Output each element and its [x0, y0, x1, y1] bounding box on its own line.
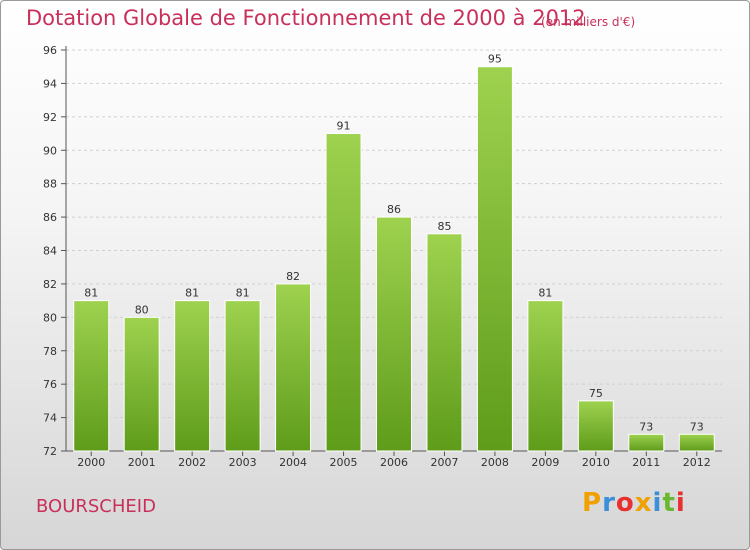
logo-letter: x: [634, 488, 653, 518]
y-tick-label: 92: [43, 111, 57, 124]
bar-2002: [174, 300, 211, 452]
logo-letter: P: [582, 488, 603, 518]
bar-2008: [476, 66, 513, 452]
proxiti-logo: Proxiti: [582, 488, 686, 518]
bar-2012: [678, 433, 715, 452]
x-tick-label: 2002: [178, 456, 206, 469]
labels: 81 80 81 81 82 91 86 85 95 81 75 73 73: [84, 53, 704, 434]
bar-2005: [325, 133, 362, 452]
bar-2009: [527, 300, 564, 452]
bar-2007: [426, 233, 463, 452]
bar-2010: [577, 400, 614, 452]
y-tick-label: 96: [43, 44, 57, 57]
y-tick-label: 78: [43, 345, 57, 358]
x-tick-label: 2004: [279, 456, 307, 469]
x-tick-label: 2006: [380, 456, 408, 469]
x-tick-label: 2010: [582, 456, 610, 469]
data-label: 82: [286, 270, 300, 283]
y-tick-label: 80: [43, 311, 57, 324]
axes: 72 74 76 78 80 82 84 86 88 90 92 94 96 2000 2001 2002 20…: [43, 44, 722, 469]
bars: [73, 66, 715, 452]
bar-2003: [224, 300, 261, 452]
y-tick-label: 90: [43, 144, 57, 157]
logo-letter: i: [652, 488, 663, 518]
place-name: BOURSCHEID: [36, 496, 156, 517]
data-label: 81: [236, 287, 250, 300]
data-label: 86: [387, 203, 401, 216]
data-label: 91: [337, 120, 351, 133]
x-tick-label: 2005: [330, 456, 358, 469]
data-label: 81: [185, 287, 199, 300]
logo-letter: r: [602, 488, 616, 518]
y-tick-label: 88: [43, 178, 57, 191]
logo-letter: o: [615, 488, 635, 518]
y-tick-label: 84: [43, 245, 57, 258]
data-label: 80: [135, 303, 149, 316]
x-tick-label: 2003: [229, 456, 257, 469]
x-tick-label: 2011: [632, 456, 660, 469]
x-tick-label: 2001: [128, 456, 156, 469]
y-tick-label: 82: [43, 278, 57, 291]
data-label: 73: [690, 420, 704, 433]
bar-2000: [73, 300, 110, 452]
y-tick-label: 72: [43, 445, 57, 458]
data-label: 75: [589, 387, 603, 400]
data-label: 81: [538, 287, 552, 300]
x-tick-label: 2008: [481, 456, 509, 469]
bar-2006: [376, 216, 412, 452]
data-label: 73: [639, 420, 653, 433]
x-tick-label: 2012: [683, 456, 711, 469]
chart-title: Dotation Globale de Fonctionnement de 20…: [26, 6, 586, 30]
x-tick-label: 2007: [430, 456, 458, 469]
y-tick-label: 86: [43, 211, 57, 224]
bar-2011: [628, 433, 665, 452]
logo-letter: t: [662, 488, 676, 518]
chart-subtitle: (en milliers d'€): [541, 15, 636, 29]
data-label: 95: [488, 53, 502, 66]
data-label: 81: [84, 287, 98, 300]
y-tick-label: 94: [43, 77, 57, 90]
y-tick-label: 74: [43, 412, 57, 425]
bar-2004: [275, 283, 312, 452]
y-tick-label: 76: [43, 378, 57, 391]
data-label: 85: [437, 220, 451, 233]
x-tick-label: 2000: [77, 456, 105, 469]
x-tick-label: 2009: [531, 456, 559, 469]
logo-letter: i: [675, 488, 686, 518]
bar-2001: [123, 316, 160, 452]
